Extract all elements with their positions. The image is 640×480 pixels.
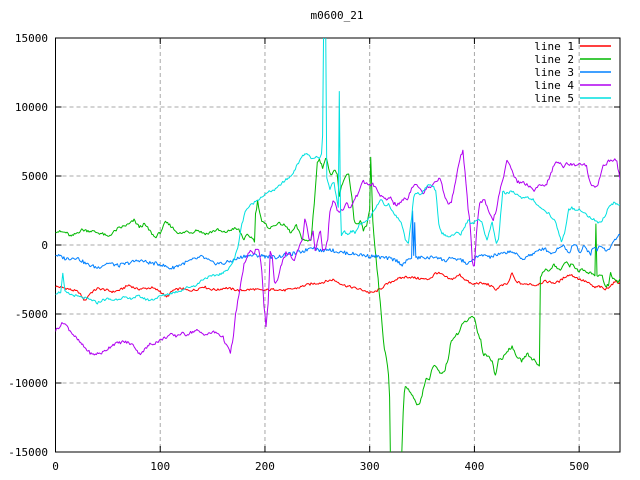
x-tick-label: 400: [464, 460, 484, 473]
y-tick-label: -15000: [8, 446, 48, 459]
y-tick-label: -5000: [15, 308, 48, 321]
y-tick-label: 5000: [22, 170, 49, 183]
legend-entry: line 3: [534, 66, 611, 79]
y-tick-label: 15000: [15, 32, 48, 45]
x-tick-label: 300: [360, 460, 380, 473]
legend-label: line 3: [534, 66, 574, 79]
legend-label: line 2: [534, 53, 574, 66]
x-tick-label: 500: [569, 460, 589, 473]
y-tick-label: -10000: [8, 377, 48, 390]
series-line-2: [55, 156, 620, 452]
chart-title: m0600_21: [311, 9, 364, 22]
legend-entry: line 5: [534, 92, 611, 105]
y-tick-label: 0: [41, 239, 48, 252]
axis-labels: 0 100 200 300 400 500 -15000 -10000 -5000 0 5000 10…: [8, 32, 589, 473]
series-group: [55, 38, 620, 452]
series-line-3: [55, 210, 620, 270]
legend-entry: line 4: [534, 79, 611, 92]
x-tick-label: 100: [150, 460, 170, 473]
y-tick-label: 10000: [15, 101, 48, 114]
x-tick-label: 0: [52, 460, 59, 473]
series-line-4: [55, 149, 620, 356]
legend-entry: line 2: [534, 53, 611, 66]
legend-label: line 5: [534, 92, 574, 105]
x-tick-label: 200: [255, 460, 275, 473]
legend-entry: line 1: [534, 40, 611, 53]
plot-border: [55, 37, 621, 453]
series-line-1: [55, 271, 620, 301]
legend-label: line 4: [534, 79, 574, 92]
series-line-5: [55, 38, 620, 305]
legend-label: line 1: [534, 40, 574, 53]
